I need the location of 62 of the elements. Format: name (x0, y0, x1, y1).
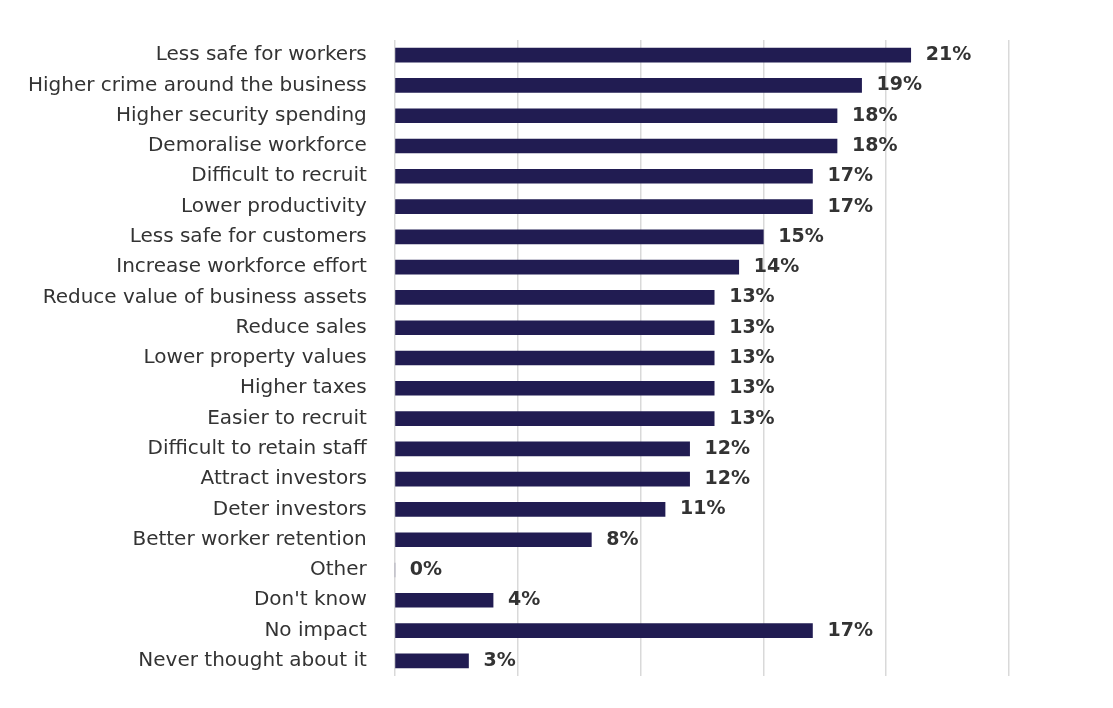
y-tick-label: Higher crime around the business (27, 71, 367, 96)
y-tick-label: Increase workforce effort (116, 253, 367, 278)
data-label: 15% (778, 223, 824, 246)
data-label: 13% (729, 284, 775, 307)
y-tick-label: Demoralise workforce (147, 132, 367, 157)
bar (395, 108, 838, 124)
data-label: 21% (925, 42, 972, 65)
y-tick-label: Lower productivity (180, 192, 367, 217)
y-tick-label: Less safe for customers (129, 223, 367, 248)
data-label: 13% (729, 344, 775, 367)
bar (395, 471, 690, 487)
data-label: 14% (753, 254, 800, 277)
bar (395, 441, 690, 457)
data-label: 18% (852, 102, 898, 125)
y-tick-label: Reduce value of business assets (42, 283, 367, 308)
data-label: 3% (483, 647, 516, 670)
y-tick-label: Reduce sales (235, 313, 367, 338)
data-label: 11% (680, 496, 726, 519)
bar (395, 380, 715, 396)
data-label: 13% (729, 405, 775, 428)
data-label: 8% (606, 526, 639, 549)
bar (395, 532, 592, 548)
data-label: 12% (704, 435, 751, 458)
bar (395, 350, 715, 366)
data-label: 12% (704, 466, 751, 489)
y-tick-label: Less safe for workers (155, 41, 367, 66)
bar (395, 47, 912, 63)
bar (395, 229, 764, 245)
bar (395, 259, 740, 275)
y-tick-label: Difficult to recruit (191, 162, 367, 187)
y-tick-label: Other (310, 556, 368, 581)
data-label: 17% (827, 163, 873, 186)
bar (395, 199, 813, 214)
data-label: 17% (827, 617, 873, 640)
bar (395, 653, 469, 669)
bar (395, 592, 494, 608)
bar (395, 290, 715, 305)
y-tick-label: Deter investors (212, 495, 367, 520)
bar (395, 168, 813, 184)
data-label: 4% (508, 587, 541, 610)
data-label: 0% (409, 556, 443, 579)
data-label: 17% (827, 193, 873, 216)
bar (395, 138, 838, 154)
y-tick-label: Difficult to retain staff (147, 435, 369, 460)
bar (395, 502, 666, 517)
data-label: 13% (729, 314, 775, 337)
y-tick-label: Easier to recruit (207, 404, 367, 429)
y-tick-label: Better worker retention (132, 525, 367, 550)
y-tick-label: Higher security spending (116, 101, 367, 126)
y-tick-label: Lower property values (143, 344, 367, 369)
data-label: 19% (876, 72, 923, 95)
bar (395, 78, 862, 93)
y-tick-label: Never thought about it (138, 647, 367, 672)
y-tick-label: Attract investors (200, 465, 367, 490)
data-label: 13% (729, 375, 775, 398)
bar (395, 320, 715, 336)
y-tick-label: Don't know (253, 586, 367, 611)
bar (395, 623, 813, 638)
bar (395, 411, 715, 426)
y-tick-label: No impact (264, 616, 367, 641)
data-label: 18% (852, 132, 898, 155)
y-tick-label: Higher taxes (239, 374, 367, 399)
